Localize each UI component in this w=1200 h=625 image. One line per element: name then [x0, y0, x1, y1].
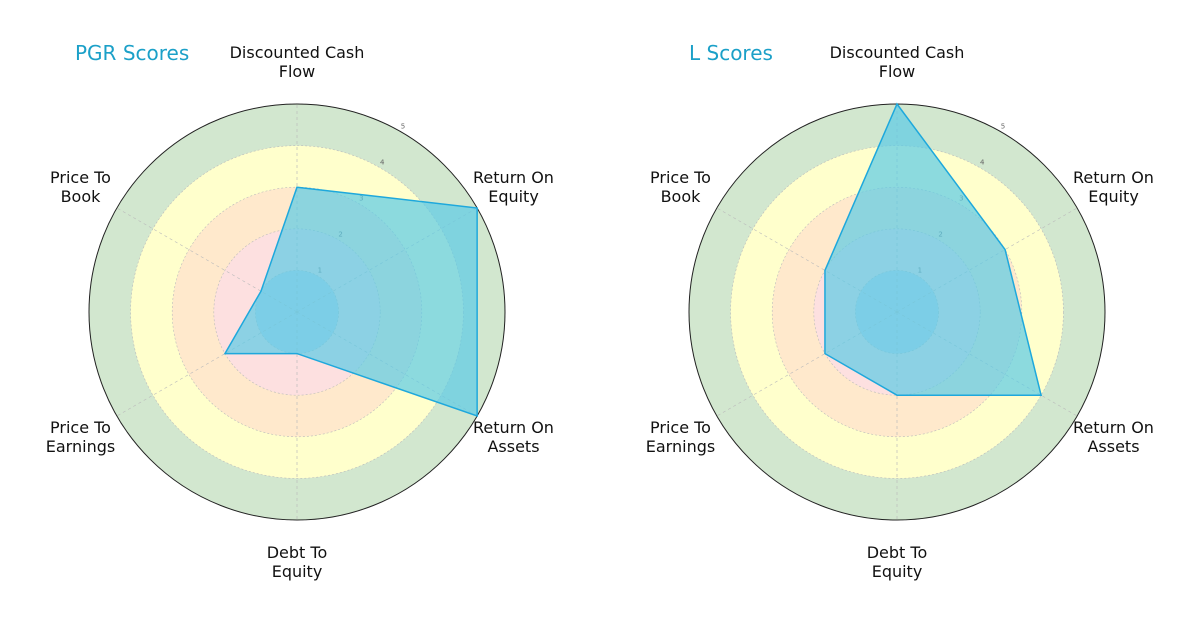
axis-label: Price To Earnings	[45, 418, 116, 456]
outer-ring	[88, 103, 506, 521]
score-area	[824, 102, 1043, 396]
r-tick-label: 5	[1001, 122, 1005, 130]
r-tick-label: 4	[380, 158, 385, 166]
r-tick-label: 5	[401, 122, 405, 130]
axis-label: Return On Equity	[473, 168, 554, 206]
score-area	[223, 186, 478, 418]
r-tick-label: 4	[980, 158, 985, 166]
axis-label: Return On Equity	[1073, 168, 1154, 206]
grid-ring	[730, 145, 1064, 479]
axis-label: Return On Assets	[473, 418, 554, 456]
axis-label: Discounted Cash Flow	[229, 43, 365, 81]
axis-label: Price To Earnings	[645, 418, 716, 456]
spoke	[116, 207, 298, 313]
axis-label: Discounted Cash Flow	[829, 43, 965, 81]
chart-title: PGR Scores	[75, 41, 190, 65]
axis-label: Price To Book	[50, 168, 111, 206]
grid-ring	[771, 186, 1023, 438]
spoke	[716, 311, 898, 417]
spoke	[116, 311, 298, 417]
axis-label: Debt To Equity	[866, 543, 928, 581]
axis-label: Debt To Equity	[266, 543, 328, 581]
axis-label: Price To Book	[650, 168, 711, 206]
chart-title: L Scores	[689, 41, 773, 65]
axis-label: Return On Assets	[1073, 418, 1154, 456]
spoke	[716, 207, 898, 313]
